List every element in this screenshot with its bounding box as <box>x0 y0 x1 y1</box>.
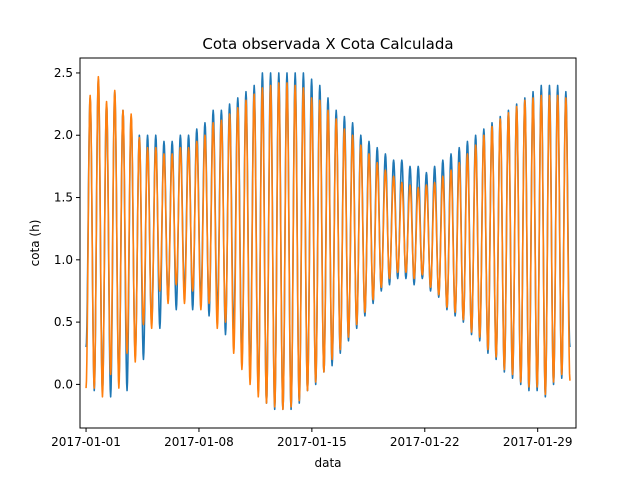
x-tick-label: 2017-01-15 <box>277 435 347 449</box>
chart-title: Cota observada X Cota Calculada <box>202 35 453 53</box>
series-layer <box>85 72 571 411</box>
y-axis-ticks: 0.0 0.5 1.0 1.5 2.0 2.5 <box>54 66 80 391</box>
x-axis-label: data <box>314 456 341 470</box>
y-tick-label: 0.0 <box>54 377 73 391</box>
x-tick-label: 2017-01-01 <box>51 435 121 449</box>
x-axis-ticks: 2017-01-01 2017-01-08 2017-01-15 2017-01-22… <box>51 428 573 449</box>
plot-frame <box>79 57 577 429</box>
y-tick-label: 1.0 <box>54 253 73 267</box>
y-tick-label: 1.5 <box>54 191 73 205</box>
series-line-calculated <box>85 75 571 411</box>
x-tick-label: 2017-01-29 <box>503 435 573 449</box>
x-tick-label: 2017-01-22 <box>390 435 460 449</box>
y-tick-label: 2.5 <box>54 66 73 80</box>
y-tick-label: 0.5 <box>54 315 73 329</box>
x-tick-label: 2017-01-08 <box>164 435 234 449</box>
y-tick-label: 2.0 <box>54 128 73 142</box>
y-axis-label: cota (h) <box>28 220 42 267</box>
